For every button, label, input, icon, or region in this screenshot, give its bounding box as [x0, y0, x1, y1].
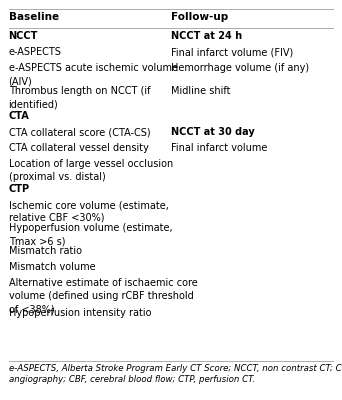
Text: NCCT at 24 h: NCCT at 24 h — [171, 31, 242, 41]
Text: CTP: CTP — [9, 184, 30, 194]
Text: Location of large vessel occlusion
(proximal vs. distal): Location of large vessel occlusion (prox… — [9, 159, 173, 182]
Text: Hypoperfusion volume (estimate,
Tmax >6 s): Hypoperfusion volume (estimate, Tmax >6 … — [9, 223, 172, 246]
Text: e-ASPECTS: e-ASPECTS — [9, 47, 62, 57]
Text: CTA collateral vessel density: CTA collateral vessel density — [9, 143, 148, 153]
Text: Hemorrhage volume (if any): Hemorrhage volume (if any) — [171, 63, 309, 73]
Text: e-ASPECTS, Alberta Stroke Program Early CT Score; NCCT, non contrast CT; CTA, CT: e-ASPECTS, Alberta Stroke Program Early … — [9, 364, 342, 384]
Text: Alternative estimate of ischaemic core
volume (defined using rCBF threshold
of <: Alternative estimate of ischaemic core v… — [9, 278, 197, 314]
Text: Baseline: Baseline — [9, 12, 59, 22]
Text: Thrombus length on NCCT (if
identified): Thrombus length on NCCT (if identified) — [9, 86, 150, 109]
Text: Mismatch ratio: Mismatch ratio — [9, 246, 81, 256]
Text: Midline shift: Midline shift — [171, 86, 231, 96]
Text: e-ASPECTS acute ischemic volume
(AIV): e-ASPECTS acute ischemic volume (AIV) — [9, 63, 177, 86]
Text: Ischemic core volume (estimate,
relative CBF <30%): Ischemic core volume (estimate, relative… — [9, 200, 168, 223]
Text: CTA: CTA — [9, 111, 29, 121]
Text: CTA collateral score (CTA-CS): CTA collateral score (CTA-CS) — [9, 127, 150, 137]
Text: Follow-up: Follow-up — [171, 12, 228, 22]
Text: Mismatch volume: Mismatch volume — [9, 262, 95, 272]
Text: NCCT at 30 day: NCCT at 30 day — [171, 127, 255, 137]
Text: Final infarct volume (FIV): Final infarct volume (FIV) — [171, 47, 293, 57]
Text: Hypoperfusion intensity ratio: Hypoperfusion intensity ratio — [9, 308, 151, 318]
Text: NCCT: NCCT — [9, 31, 38, 41]
Text: Final infarct volume: Final infarct volume — [171, 143, 267, 153]
